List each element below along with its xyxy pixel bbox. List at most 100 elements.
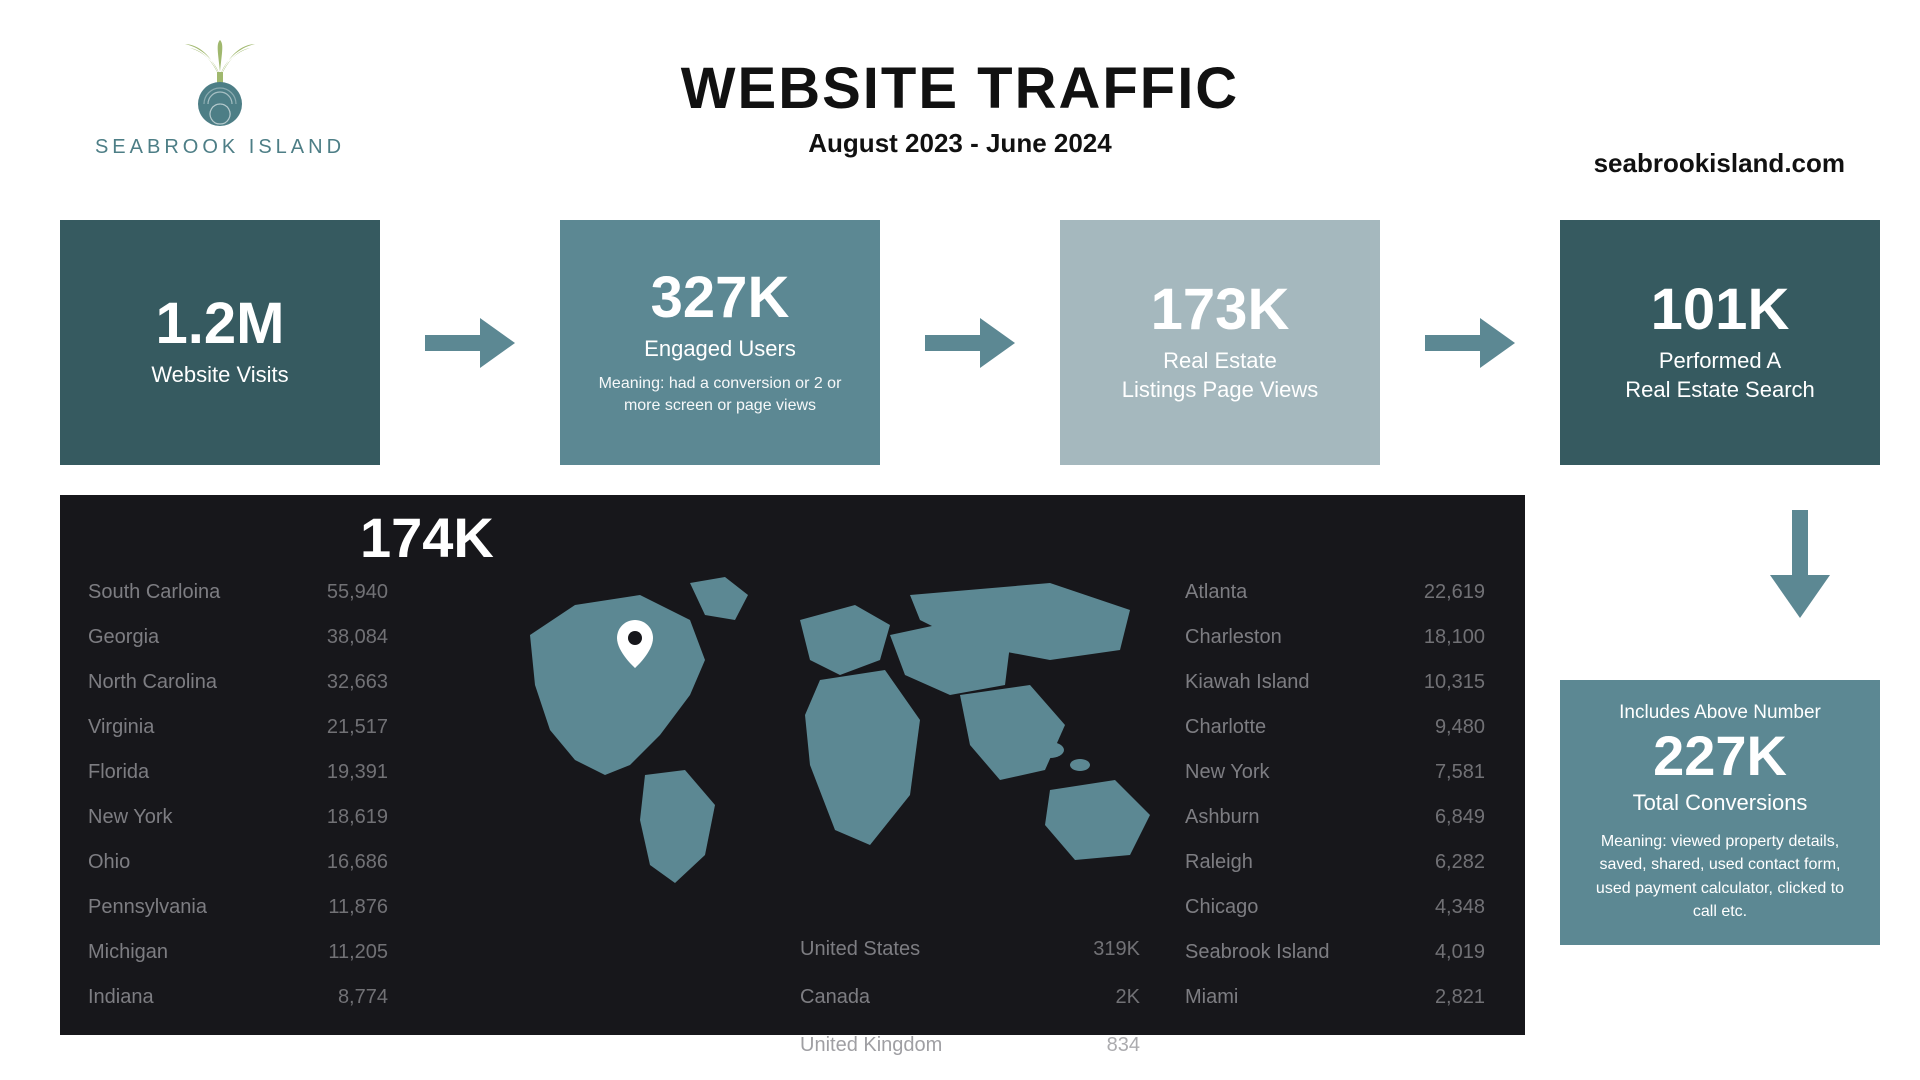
list-item: Chicago 4,348 xyxy=(1185,885,1485,930)
list-item-name: Georgia xyxy=(88,626,159,649)
card-search: 101K Performed AReal Estate Search xyxy=(1560,220,1880,465)
list-item: Ashburn 6,849 xyxy=(1185,795,1485,840)
list-item-value: 4,348 xyxy=(1435,896,1485,919)
card-value: 101K xyxy=(1651,281,1790,339)
list-item-value: 18,100 xyxy=(1424,626,1485,649)
list-item-value: 2K xyxy=(1116,986,1140,1009)
list-item: Charleston 18,100 xyxy=(1185,615,1485,660)
list-item: United Kingdom 834 xyxy=(800,1021,1140,1069)
list-item-name: Charleston xyxy=(1185,626,1282,649)
list-item-value: 6,282 xyxy=(1435,851,1485,874)
card-value: 173K xyxy=(1151,281,1290,339)
card-label: Website Visits xyxy=(151,361,288,390)
page-title: WEBSITE TRAFFIC xyxy=(0,55,1920,122)
conversions-card: Includes Above Number 227K Total Convers… xyxy=(1560,680,1880,945)
list-item-name: Canada xyxy=(800,986,870,1009)
list-item: Michigan 11,205 xyxy=(88,930,388,975)
list-item-name: Atlanta xyxy=(1185,581,1247,604)
card-value: 1.2M xyxy=(156,295,285,353)
list-item: Miami 2,821 xyxy=(1185,975,1485,1020)
list-item-value: 10,315 xyxy=(1424,671,1485,694)
geo-panel: 174K South Carloina55,940Georgia38,084No… xyxy=(60,495,1525,1035)
list-item-value: 6,849 xyxy=(1435,806,1485,829)
list-item-name: New York xyxy=(1185,761,1270,784)
card-value: 327K xyxy=(651,269,790,327)
list-item-value: 11,876 xyxy=(328,896,388,919)
list-item-value: 2,821 xyxy=(1435,986,1485,1009)
list-item: South Carloina55,940 xyxy=(88,570,388,615)
list-item: United States 319K xyxy=(800,925,1140,973)
list-item-value: 9,480 xyxy=(1435,716,1485,739)
list-item-value: 8,774 xyxy=(338,986,388,1009)
card-sublabel: Meaning: had a conversion or 2 or more s… xyxy=(584,373,856,416)
arrow-icon xyxy=(910,313,1030,373)
list-item-name: Virginia xyxy=(88,716,154,739)
site-url: seabrookisland.com xyxy=(1594,148,1845,179)
list-item-value: 16,686 xyxy=(327,851,388,874)
list-item-name: Kiawah Island xyxy=(1185,671,1310,694)
arrow-down-icon xyxy=(1640,510,1920,625)
list-item-name: Chicago xyxy=(1185,896,1258,919)
list-item-value: 7,581 xyxy=(1435,761,1485,784)
conversions-desc: Meaning: viewed property details, saved,… xyxy=(1582,830,1858,923)
world-map-icon xyxy=(530,577,1150,883)
conversions-value: 227K xyxy=(1653,728,1787,784)
card-label: Performed AReal Estate Search xyxy=(1625,347,1815,404)
list-item-value: 38,084 xyxy=(327,626,388,649)
countries-list: United States 319K Canada 2K United Kingdom 8… xyxy=(800,925,1140,1069)
card-listings: 173K Real EstateListings Page Views xyxy=(1060,220,1380,465)
list-item-value: 4,019 xyxy=(1435,941,1485,964)
list-item: Canada 2K xyxy=(800,973,1140,1021)
page-title-block: WEBSITE TRAFFIC August 2023 - June 2024 xyxy=(0,55,1920,159)
list-item-value: 32,663 xyxy=(327,671,388,694)
list-item-name: Ashburn xyxy=(1185,806,1260,829)
list-item-name: United States xyxy=(800,938,920,961)
list-item: New York 18,619 xyxy=(88,795,388,840)
list-item-name: Seabrook Island xyxy=(1185,941,1330,964)
list-item: Atlanta 22,619 xyxy=(1185,570,1485,615)
card-engaged: 327K Engaged Users Meaning: had a conver… xyxy=(560,220,880,465)
list-item: Pennsylvania 11,876 xyxy=(88,885,388,930)
states-list: South Carloina55,940 Georgia 38,084 North C… xyxy=(88,570,408,1020)
list-item-name: Ohio xyxy=(88,851,130,874)
list-item-value: 55,940 xyxy=(327,581,388,604)
list-item-name: Indiana xyxy=(88,986,154,1009)
conversions-label: Total Conversions xyxy=(1633,790,1808,816)
list-item: New York 7,581 xyxy=(1185,750,1485,795)
list-item: Georgia 38,084 xyxy=(88,615,388,660)
list-item-name: Pennsylvania xyxy=(88,896,207,919)
list-item-name: New York xyxy=(88,806,173,829)
arrow-icon xyxy=(410,313,530,373)
list-item: Kiawah Island 10,315 xyxy=(1185,660,1485,705)
list-item-value: 19,391 xyxy=(327,761,388,784)
list-item-value: 319K xyxy=(1093,938,1140,961)
card-label: Engaged Users xyxy=(644,335,796,364)
list-item: Seabrook Island 4,019 xyxy=(1185,930,1485,975)
traffic-funnel: 1.2M Website Visits 327K Engaged Users M… xyxy=(60,220,1880,465)
conversions-top: Includes Above Number xyxy=(1619,702,1821,724)
card-visits: 1.2M Website Visits xyxy=(60,220,380,465)
list-item: Virginia 21,517 xyxy=(88,705,388,750)
list-item: Charlotte 9,480 xyxy=(1185,705,1485,750)
list-item-value: 18,619 xyxy=(327,806,388,829)
list-item-name: North Carolina xyxy=(88,671,217,694)
arrow-icon xyxy=(1410,313,1530,373)
list-item: Indiana 8,774 xyxy=(88,975,388,1020)
list-item-name: United Kingdom xyxy=(800,1034,942,1057)
list-item: Florida 19,391 xyxy=(88,750,388,795)
cities-list: Atlanta 22,619 Charleston 18,100 Kiawah Isla… xyxy=(1185,570,1505,1020)
list-item-name: Michigan xyxy=(88,941,168,964)
list-item-value: 11,205 xyxy=(328,941,388,964)
list-item-name: Charlotte xyxy=(1185,716,1266,739)
card-label: Real EstateListings Page Views xyxy=(1122,347,1319,404)
list-item: Raleigh 6,282 xyxy=(1185,840,1485,885)
list-item-value: 21,517 xyxy=(327,716,388,739)
world-map xyxy=(490,565,1170,885)
list-item: Ohio 16,686 xyxy=(88,840,388,885)
list-item-name: Miami xyxy=(1185,986,1238,1009)
list-item: North Carolina 32,663 xyxy=(88,660,388,705)
list-item-name: Florida xyxy=(88,761,149,784)
list-item-name: Raleigh xyxy=(1185,851,1253,874)
list-item-value: 834 xyxy=(1107,1034,1140,1057)
list-item-value: 22,619 xyxy=(1424,581,1485,604)
